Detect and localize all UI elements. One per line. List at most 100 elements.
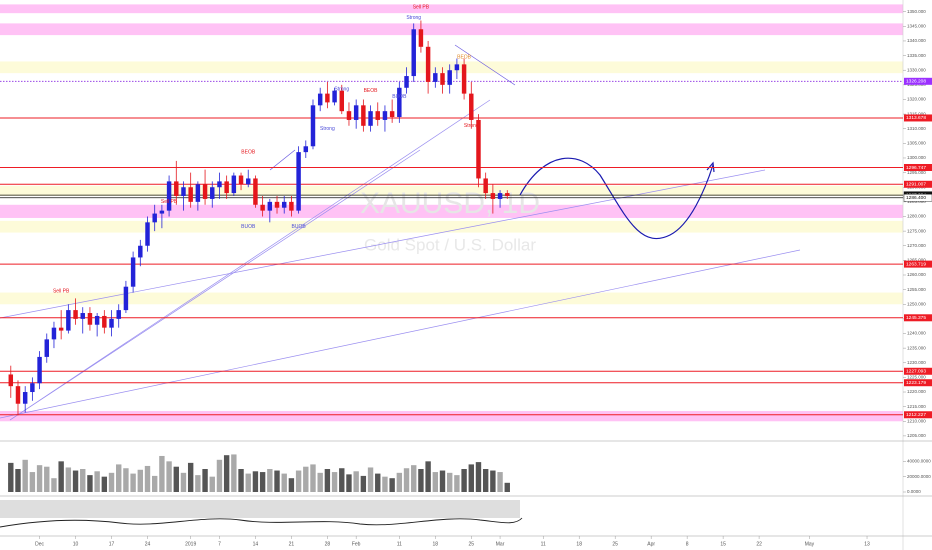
volume-bar — [468, 464, 474, 492]
candle-body — [109, 318, 114, 328]
volume-bar — [382, 476, 388, 492]
trend-line — [9, 99, 491, 421]
candle-body — [138, 245, 143, 258]
candle-body — [267, 201, 273, 211]
volume-bar — [151, 475, 158, 492]
volume-bar — [72, 470, 79, 492]
volume-bar — [187, 462, 194, 492]
x-tick-label: Dec — [35, 541, 44, 547]
volume-bar — [396, 472, 403, 492]
annotation: BUOB — [292, 224, 307, 230]
annotation: Sell PB — [413, 5, 430, 11]
dotted-level-bg — [904, 77, 932, 85]
volume-bar — [51, 478, 57, 492]
volume-bar — [29, 472, 36, 492]
y-tick-label: 1235.000 — [907, 345, 926, 350]
y-tick-label: 1310.000 — [907, 126, 926, 131]
y-tick-label: 1340.000 — [907, 38, 926, 43]
candle-body — [188, 187, 193, 202]
arrow-line — [269, 149, 296, 171]
zone — [0, 185, 903, 197]
candle-body — [66, 310, 71, 331]
y-tick-label: 1220.000 — [907, 389, 926, 394]
level-label-bg — [904, 367, 932, 375]
volume-bar — [317, 472, 323, 492]
candle-body — [281, 201, 287, 208]
annotation: Strong — [406, 15, 421, 21]
volume-bar — [65, 467, 72, 492]
candle-body — [389, 111, 395, 118]
candle-body — [368, 111, 373, 126]
candle-body — [461, 64, 467, 94]
level-label: 1291.007 — [906, 182, 926, 188]
projection-curve — [519, 157, 714, 240]
annotation: BUOB — [392, 94, 407, 100]
candle-body — [310, 105, 316, 147]
candle-body — [296, 152, 301, 211]
x-tick-label: 14 — [253, 541, 259, 547]
volume-bar — [238, 469, 244, 492]
candle-body — [159, 210, 165, 214]
y-tick-label: 1330.000 — [907, 67, 926, 72]
zone — [0, 4, 903, 14]
candle-body — [130, 257, 136, 287]
x-tick-label: 15 — [720, 541, 726, 547]
volume-bar — [267, 469, 273, 492]
x-tick-label: 25 — [469, 541, 475, 547]
candle-body — [339, 90, 345, 112]
volume-bar — [418, 469, 424, 492]
candle-body — [447, 70, 452, 85]
annotation: Strong — [320, 126, 335, 132]
level-label: 1296.747 — [906, 165, 926, 171]
candle-body — [210, 187, 215, 199]
volume-bar — [202, 469, 208, 492]
candle-body — [231, 175, 237, 194]
candle-body — [497, 193, 503, 199]
candle-body — [483, 178, 488, 194]
level-label: 1223.179 — [906, 380, 926, 386]
volume-bar — [274, 470, 280, 492]
candle-body — [224, 181, 229, 194]
volume-bar — [123, 468, 129, 492]
y-tick-label: 1285.000 — [907, 199, 926, 204]
x-tick-label: 25 — [612, 541, 618, 547]
x-tick-label: Apr — [647, 541, 655, 547]
candle-body — [346, 111, 352, 120]
y-tick-label: 1335.000 — [907, 53, 926, 58]
x-tick-label: Feb — [352, 541, 361, 547]
volume-bar — [116, 464, 122, 492]
y-tick-label: 1225.000 — [907, 375, 926, 380]
y-tick-label: 1265.000 — [907, 258, 926, 263]
candle-body — [317, 93, 323, 106]
annotation: BEOB — [457, 54, 472, 60]
level-label-bg — [904, 114, 932, 122]
level-label: 1212.227 — [906, 412, 926, 418]
level-label: 1313.678 — [906, 115, 926, 121]
zone — [0, 292, 903, 305]
volume-bar — [137, 469, 144, 492]
candle-body — [469, 93, 474, 120]
volume-bar — [432, 472, 439, 492]
volume-bar — [209, 476, 215, 492]
volume-bar — [389, 478, 395, 492]
volume-bar — [324, 469, 331, 492]
volume-bar — [80, 469, 86, 492]
volume-bar — [339, 468, 345, 492]
watermark-description: Gold Spot / U.S. Dollar — [364, 235, 536, 254]
volume-bar — [180, 472, 187, 492]
volume-bar — [166, 461, 172, 492]
volume-bar — [22, 459, 28, 492]
level-label: 1227.093 — [906, 369, 926, 375]
y-tick-label: 1300.000 — [907, 155, 926, 160]
annotation: Sell PB — [161, 199, 178, 205]
volume-bar — [504, 482, 510, 492]
x-tick-label: 8 — [686, 541, 689, 547]
x-tick-label: 11 — [541, 541, 546, 547]
candle-body — [425, 46, 431, 82]
volume-bar — [94, 471, 100, 492]
y-tick-label: 1320.000 — [907, 97, 926, 102]
zone — [0, 411, 903, 422]
y-tick-label: 1345.000 — [907, 24, 926, 29]
candle-body — [102, 315, 107, 328]
